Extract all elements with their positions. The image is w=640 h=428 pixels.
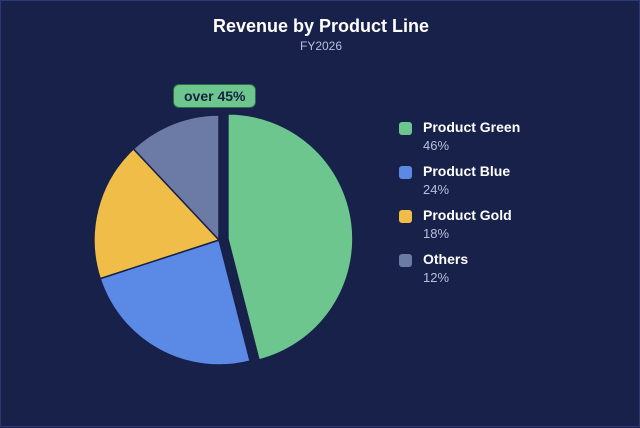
- legend-swatch-product-gold: [399, 210, 412, 223]
- callout-label: over 45%: [173, 84, 257, 108]
- chart-subtitle: FY2026: [299, 39, 343, 53]
- legend-label: Product Gold: [423, 207, 512, 223]
- legend-value: 12%: [423, 270, 450, 285]
- pie-slice-others: [132, 114, 220, 242]
- legend-swatch-others: [399, 254, 412, 267]
- legend-value: 46%: [423, 138, 450, 153]
- legend-value: 18%: [423, 226, 450, 241]
- legend-value: 24%: [423, 182, 450, 197]
- pie-slice-product-gold: [93, 147, 221, 280]
- pie-slice-product-blue: [99, 239, 251, 366]
- legend-swatch-product-blue: [399, 166, 412, 179]
- legend-label: Product Blue: [423, 163, 511, 179]
- chart-title: Revenue by Product Line: [212, 16, 430, 36]
- legend-label: Product Green: [423, 119, 521, 135]
- legend-swatch-product-green: [399, 122, 412, 135]
- legend-label: Others: [423, 251, 469, 267]
- pie-slice-product-green: [227, 113, 354, 361]
